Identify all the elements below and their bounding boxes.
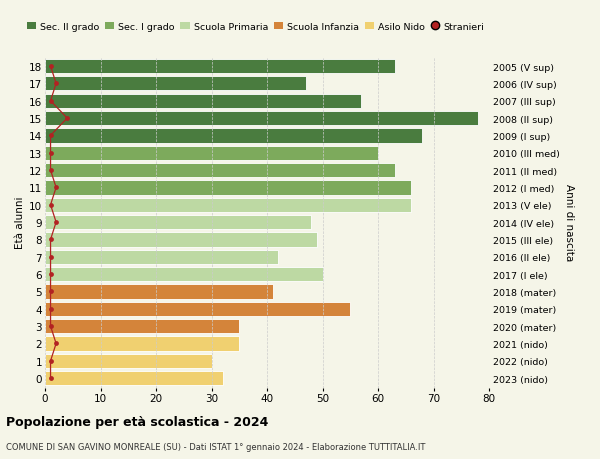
Point — [46, 288, 55, 296]
Point — [52, 340, 61, 347]
Text: COMUNE DI SAN GAVINO MONREALE (SU) - Dati ISTAT 1° gennaio 2024 - Elaborazione T: COMUNE DI SAN GAVINO MONREALE (SU) - Dat… — [6, 442, 425, 451]
Bar — [45, 250, 278, 264]
Point — [46, 150, 55, 157]
Bar — [45, 371, 223, 386]
Bar — [45, 77, 306, 91]
Point — [46, 133, 55, 140]
Point — [46, 253, 55, 261]
Bar — [45, 181, 412, 195]
Bar — [45, 302, 350, 316]
Point — [46, 236, 55, 244]
Bar — [45, 268, 323, 282]
Bar — [45, 336, 239, 351]
Point — [46, 358, 55, 365]
Point — [52, 185, 61, 192]
Bar — [45, 354, 212, 368]
Point — [46, 305, 55, 313]
Bar — [45, 233, 317, 247]
Legend: Sec. II grado, Sec. I grado, Scuola Primaria, Scuola Infanzia, Asilo Nido, Stran: Sec. II grado, Sec. I grado, Scuola Prim… — [23, 19, 488, 36]
Bar — [45, 60, 395, 74]
Bar — [45, 198, 412, 213]
Point — [62, 115, 72, 123]
Point — [46, 323, 55, 330]
Bar — [45, 163, 395, 178]
Bar — [45, 112, 478, 126]
Bar — [45, 146, 378, 161]
Point — [52, 80, 61, 88]
Bar — [45, 285, 272, 299]
Point — [52, 219, 61, 226]
Point — [46, 375, 55, 382]
Point — [46, 202, 55, 209]
Bar — [45, 129, 422, 143]
Point — [46, 271, 55, 278]
Y-axis label: Anni di nascita: Anni di nascita — [564, 184, 574, 261]
Point — [46, 98, 55, 105]
Point — [46, 167, 55, 174]
Text: Popolazione per età scolastica - 2024: Popolazione per età scolastica - 2024 — [6, 415, 268, 428]
Bar — [45, 216, 311, 230]
Bar — [45, 319, 239, 334]
Y-axis label: Età alunni: Età alunni — [15, 196, 25, 249]
Bar — [45, 95, 361, 109]
Point — [46, 63, 55, 71]
